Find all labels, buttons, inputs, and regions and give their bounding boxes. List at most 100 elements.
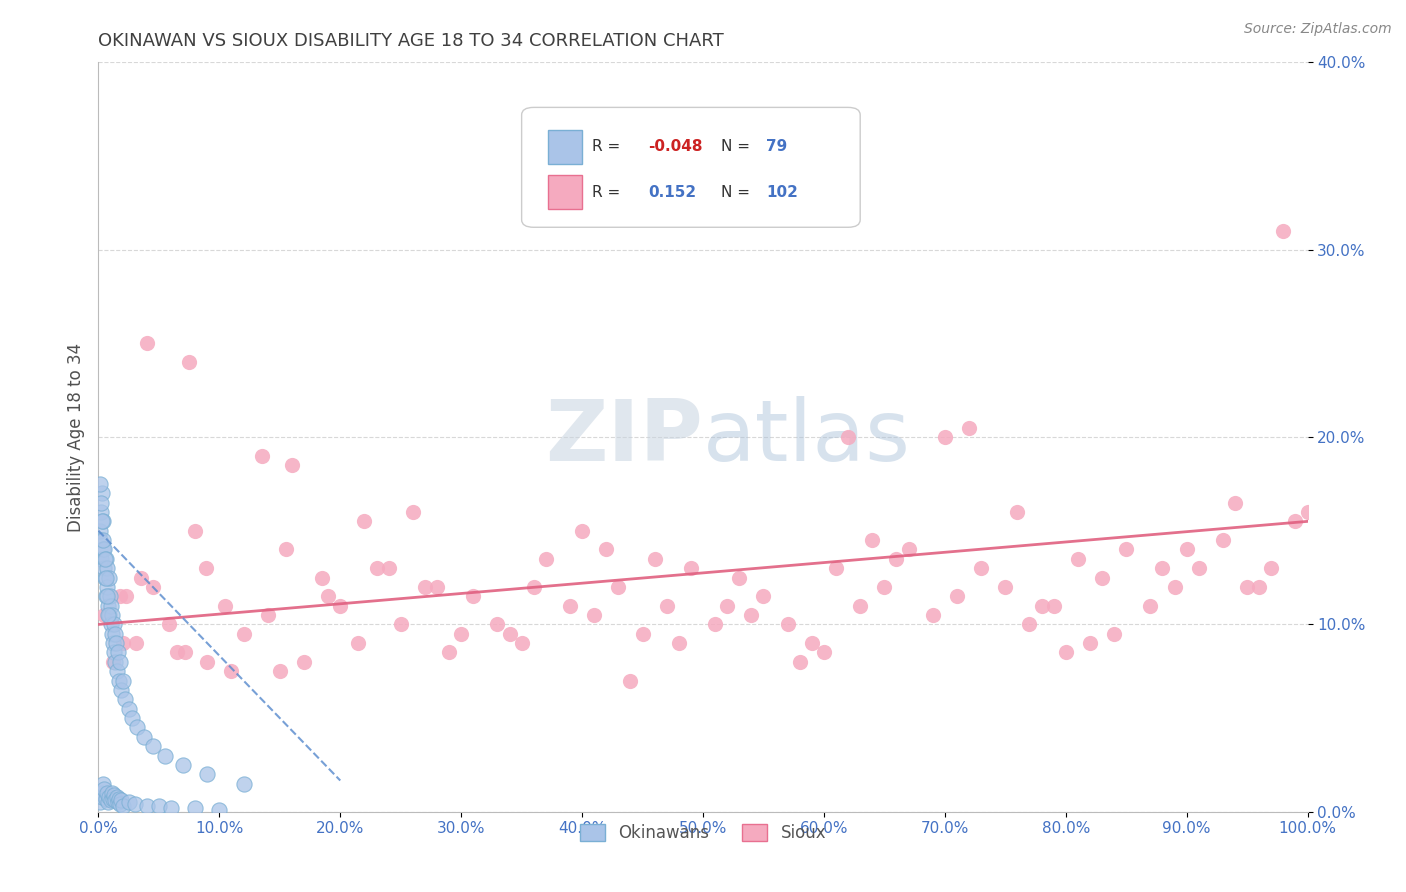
Point [101, 608, 124, 623]
Point [104, 793, 127, 807]
Point [94, 791, 117, 805]
Point [534, 551, 557, 566]
Point [1078, 636, 1101, 650]
Point [89, 533, 111, 547]
Point [96, 590, 118, 604]
Text: 102: 102 [766, 185, 797, 200]
Point [91, 776, 114, 791]
Point [90, 551, 112, 566]
Point [498, 626, 520, 640]
Point [994, 580, 1017, 594]
Point [897, 542, 920, 557]
Point [437, 646, 460, 660]
Point [873, 580, 896, 594]
Point [118, 701, 141, 715]
Point [389, 617, 412, 632]
Point [100, 617, 122, 632]
Point [100, 786, 122, 800]
Point [1212, 533, 1234, 547]
Text: N =: N = [721, 185, 755, 200]
Point [148, 799, 170, 814]
Point [558, 599, 581, 613]
Point [111, 673, 134, 688]
Point [98, 608, 121, 623]
Point [91, 486, 114, 500]
Point [800, 636, 823, 650]
Point [104, 655, 127, 669]
Point [101, 791, 124, 805]
Point [97, 608, 120, 623]
Legend: Okinawans, Sioux: Okinawans, Sioux [574, 817, 832, 848]
Point [716, 599, 738, 613]
Point [129, 571, 152, 585]
Point [329, 599, 352, 613]
Point [142, 739, 165, 753]
Point [1152, 561, 1174, 575]
Point [1031, 599, 1053, 613]
Point [1007, 505, 1029, 519]
Point [108, 791, 131, 805]
Point [450, 626, 472, 640]
Point [104, 636, 127, 650]
Point [353, 514, 375, 528]
Point [100, 599, 122, 613]
Text: -0.048: -0.048 [648, 139, 703, 153]
Point [100, 793, 122, 807]
Point [134, 730, 156, 744]
Point [153, 748, 176, 763]
Point [402, 505, 425, 519]
Point [1042, 599, 1064, 613]
Point [274, 542, 297, 557]
Point [377, 561, 399, 575]
Point [1054, 646, 1077, 660]
Point [1249, 580, 1271, 594]
Point [1115, 542, 1137, 557]
Point [195, 655, 218, 669]
Point [813, 646, 835, 660]
Point [96, 590, 118, 604]
Point [89, 476, 111, 491]
Point [93, 551, 115, 566]
Point [184, 524, 207, 538]
Point [510, 636, 533, 650]
Text: R =: R = [592, 185, 630, 200]
Point [160, 801, 183, 815]
Point [752, 590, 775, 604]
Point [849, 599, 872, 613]
Point [179, 355, 201, 369]
Point [886, 551, 908, 566]
Point [98, 789, 121, 804]
Point [91, 789, 114, 804]
Point [1067, 551, 1090, 566]
Point [174, 646, 197, 660]
Point [166, 646, 188, 660]
Point [292, 655, 315, 669]
Point [619, 673, 641, 688]
Point [91, 542, 114, 557]
Point [221, 664, 243, 679]
Point [413, 580, 436, 594]
Point [583, 608, 606, 623]
Point [1175, 542, 1198, 557]
Point [108, 673, 131, 688]
Point [728, 571, 751, 585]
Point [110, 683, 132, 698]
Point [934, 430, 956, 444]
Point [94, 571, 117, 585]
Point [1260, 561, 1282, 575]
Text: 0.152: 0.152 [648, 185, 697, 200]
Point [860, 533, 883, 547]
Point [104, 626, 127, 640]
Point [789, 655, 811, 669]
Point [269, 664, 291, 679]
Point [98, 590, 121, 604]
Point [90, 496, 112, 510]
Point [108, 655, 131, 669]
Point [208, 803, 231, 817]
Point [103, 617, 125, 632]
Point [172, 758, 194, 772]
Point [232, 776, 254, 791]
Text: Source: ZipAtlas.com: Source: ZipAtlas.com [1244, 22, 1392, 37]
Point [93, 542, 115, 557]
Text: OKINAWAN VS SIOUX DISABILITY AGE 18 TO 34 CORRELATION CHART: OKINAWAN VS SIOUX DISABILITY AGE 18 TO 3… [98, 32, 724, 50]
